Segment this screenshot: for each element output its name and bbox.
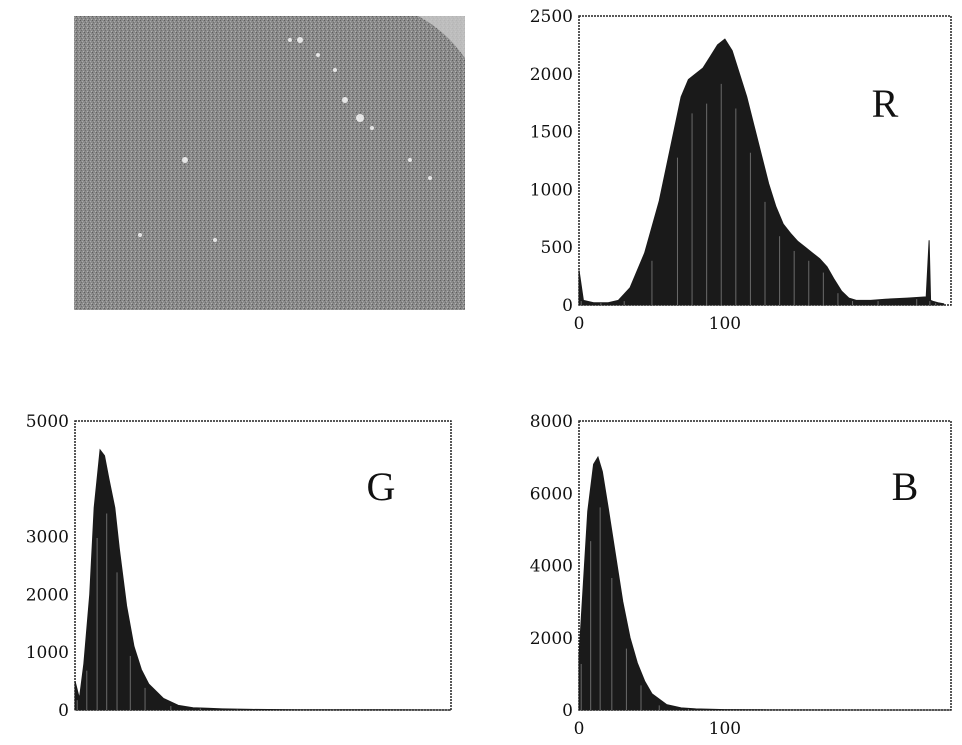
y-tick-label: 8000 xyxy=(530,412,573,432)
y-tick-label: 4000 xyxy=(530,557,573,577)
source-photo xyxy=(74,16,465,310)
x-tick-label: 0 xyxy=(574,719,585,739)
y-tick-label: 1000 xyxy=(530,180,573,200)
y-tick-label: 2500 xyxy=(530,7,573,27)
channel-label-r: R xyxy=(872,81,899,126)
y-tick-label: 0 xyxy=(58,701,69,721)
channel-label-g: G xyxy=(367,464,396,509)
y-tick-label: 0 xyxy=(562,296,573,316)
y-tick-label: 0 xyxy=(562,701,573,721)
y-tick-label: 1000 xyxy=(26,643,69,663)
y-tick-label: 500 xyxy=(541,238,573,258)
x-tick-label: 0 xyxy=(574,314,585,334)
x-tick-label: 100 xyxy=(709,719,741,739)
histogram-area-r xyxy=(578,38,945,306)
histogram-r: 0 500 1000 1500 2000 2500 0 100 R xyxy=(530,7,952,334)
y-tick-label: 5000 xyxy=(26,412,69,432)
histogram-area-b xyxy=(578,455,952,711)
y-tick-label: 2000 xyxy=(530,629,573,649)
x-tick-label: 100 xyxy=(709,314,741,334)
histogram-b: 0 2000 4000 6000 8000 0 100 B xyxy=(530,412,952,739)
y-tick-label: 3000 xyxy=(26,528,69,548)
y-tick-label: 1500 xyxy=(530,123,573,143)
histogram-g: 0 1000 2000 3000 5000 G xyxy=(26,412,452,721)
y-tick-label: 2000 xyxy=(530,65,573,85)
channel-label-b: B xyxy=(892,464,919,509)
y-tick-label: 2000 xyxy=(26,585,69,605)
histogram-area-g xyxy=(74,448,452,711)
y-tick-label: 6000 xyxy=(530,484,573,504)
